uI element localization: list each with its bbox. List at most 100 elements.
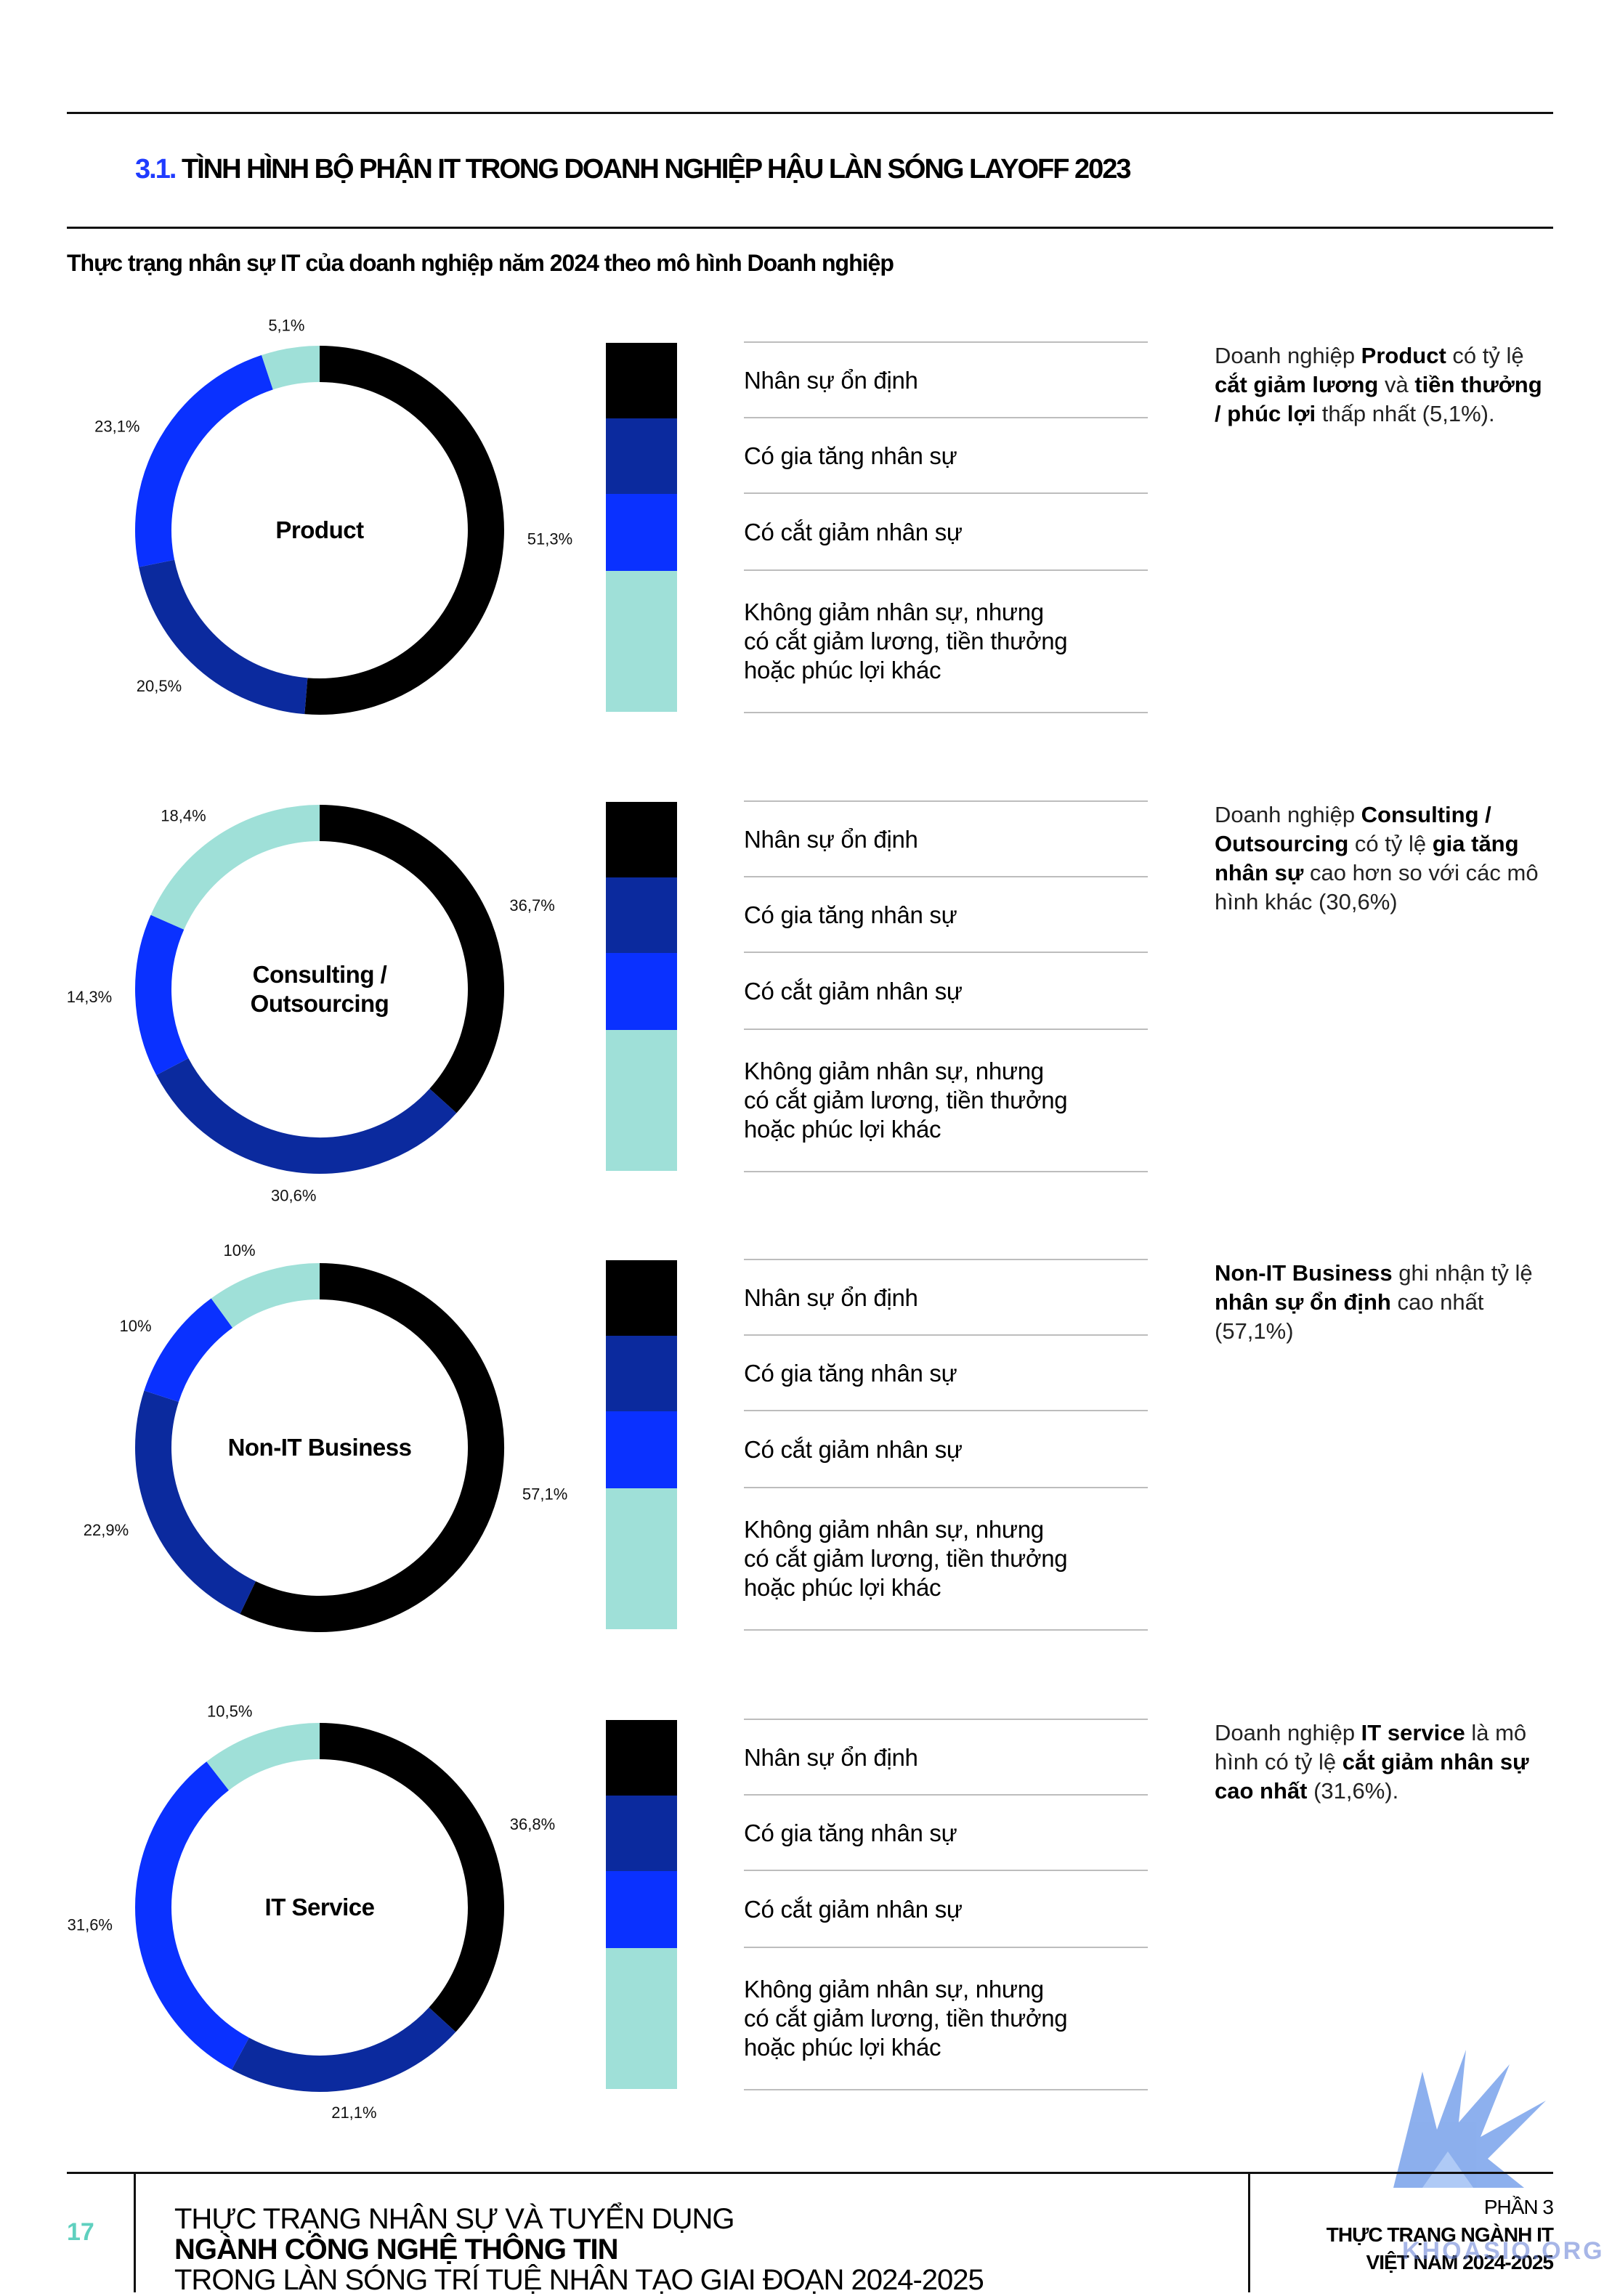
- legend-swatch: [606, 1488, 677, 1629]
- legend-divider: [744, 1410, 1148, 1411]
- chart-annotation: Non-IT Business ghi nhận tỷ lệ nhân sự ổ…: [1215, 1259, 1549, 1346]
- donut-segment: [240, 1263, 504, 1632]
- legend-label-line: Không giảm nhân sự, nhưng: [744, 1058, 1044, 1084]
- donut-segment: [232, 2007, 456, 2092]
- annotation-text: cao hơn so với các mô hình khác (30,6%): [1215, 860, 1539, 914]
- legend-label: Có cắt giảm nhân sự: [744, 1435, 1180, 1464]
- annotation-text: Doanh nghiệp: [1215, 802, 1361, 827]
- annotation-bold-text: cắt giảm lương: [1215, 372, 1379, 397]
- legend-label: Có gia tăng nhân sự: [744, 442, 1180, 471]
- footer-part-title-1: THỰC TRẠNG NGÀNH IT: [1326, 2223, 1554, 2246]
- donut-segment: [135, 914, 189, 1076]
- legend-divider: [744, 1629, 1148, 1631]
- legend-divider: [744, 1947, 1148, 1948]
- chart-subtitle: Thực trạng nhân sự IT của doanh nghiệp n…: [67, 250, 894, 276]
- legend-divider: [744, 1719, 1148, 1720]
- donut-data-label: 5,1%: [268, 317, 304, 335]
- annotation-text: có tỷ lệ: [1446, 343, 1524, 368]
- donut-data-label: 10%: [120, 1317, 152, 1335]
- legend-swatch: [606, 494, 677, 571]
- annotation-bold-text: tiền thưởng / phúc lợi: [1215, 372, 1542, 426]
- footer-line2: TRONG LÀN SÓNG TRÍ TUỆ NHÂN TẠO GIAI ĐOẠ…: [174, 2264, 984, 2296]
- legend-label: Có cắt giảm nhân sự: [744, 518, 1180, 547]
- annotation-text: là mô hình có tỷ lệ: [1215, 1720, 1527, 1774]
- legend-label-line: hoặc phúc lợi khác: [744, 657, 941, 683]
- legend-divider: [744, 800, 1148, 802]
- legend-label-line: Có cắt giảm nhân sự: [744, 519, 963, 545]
- donut-segment: [150, 805, 320, 930]
- legend-label: Có gia tăng nhân sự: [744, 1359, 1180, 1388]
- donut-data-label: 10,5%: [207, 1702, 252, 1720]
- donut-data-label: 30,6%: [271, 1187, 316, 1205]
- donut-segment: [139, 559, 308, 715]
- legend-label-line: Nhân sự ổn định: [744, 826, 918, 853]
- legend-swatch: [606, 802, 677, 877]
- legend-label: Nhân sự ổn định: [744, 1283, 1180, 1313]
- legend-divider: [744, 569, 1148, 571]
- legend-divider: [744, 1794, 1148, 1796]
- legend-label: Không giảm nhân sự, nhưng có cắt giảm lươ…: [744, 598, 1180, 685]
- legend-swatch: [606, 343, 677, 418]
- legend-label-line: Có cắt giảm nhân sự: [744, 1896, 963, 1923]
- legend-divider: [744, 1029, 1148, 1030]
- legend-divider: [744, 876, 1148, 877]
- annotation-bold-text: cắt giảm nhân sự cao nhất: [1215, 1749, 1529, 1804]
- annotation-text: có tỷ lệ: [1348, 831, 1433, 856]
- donut-chart: 36,8% 21,1% 31,6% 10,5%: [68, 1702, 556, 2122]
- section-rule: [67, 227, 1553, 229]
- donut-data-label: 22,9%: [84, 1521, 129, 1539]
- legend-label: Không giảm nhân sự, nhưng có cắt giảm lươ…: [744, 1515, 1180, 1602]
- chart-row: 36,7% 30,6% 14,3% 18,4% Consulting / Outsourc…: [0, 779, 1620, 1229]
- donut-data-label: 20,5%: [137, 677, 182, 695]
- annotation-text: thấp nhất (5,1%).: [1316, 401, 1495, 426]
- footer-line1-regular: THỰC TRẠNG NHÂN SỰ VÀ TUYỂN DỤNG: [174, 2203, 734, 2235]
- donut-center-label-line: Outsourcing: [250, 990, 389, 1017]
- legend-label: Có gia tăng nhân sự: [744, 1819, 1180, 1848]
- footer-divider-left: [134, 2173, 136, 2292]
- donut-center-label-line: IT Service: [264, 1894, 375, 1920]
- legend-divider: [744, 2089, 1148, 2090]
- legend-swatch: [606, 1336, 677, 1411]
- donut-data-label: 57,1%: [522, 1485, 567, 1503]
- donut-data-label: 21,1%: [331, 2104, 376, 2122]
- donut-segment: [319, 805, 504, 1113]
- section-title-text: TÌNH HÌNH BỘ PHẬN IT TRONG DOANH NGHIỆP …: [181, 154, 1132, 184]
- donut-data-label: 51,3%: [527, 530, 572, 548]
- legend-label: Không giảm nhân sự, nhưng có cắt giảm lươ…: [744, 1057, 1180, 1144]
- legend-swatch: [606, 418, 677, 494]
- legend-label-line: Không giảm nhân sự, nhưng: [744, 1976, 1044, 2003]
- footer-divider-right: [1248, 2173, 1250, 2292]
- footer-rule: [67, 2172, 1553, 2174]
- legend-swatch: [606, 1720, 677, 1796]
- legend-divider: [744, 417, 1148, 418]
- legend-divider: [744, 1334, 1148, 1336]
- donut-segment: [211, 1263, 320, 1328]
- donut-chart: 51,3% 20,5% 23,1% 5,1%: [94, 317, 572, 715]
- legend-label-line: Có gia tăng nhân sự: [744, 901, 957, 928]
- legend-divider: [744, 1171, 1148, 1172]
- legend-label: Nhân sự ổn định: [744, 825, 1180, 854]
- donut-segment: [304, 346, 504, 715]
- legend-label: Có gia tăng nhân sự: [744, 901, 1180, 930]
- legend-swatch: [606, 1948, 677, 2089]
- donut-chart: 57,1% 22,9% 10% 10%: [84, 1241, 567, 1632]
- footer-line1-bold: NGÀNH CÔNG NGHỆ THÔNG TIN: [174, 2234, 619, 2265]
- legend-label-line: Nhân sự ổn định: [744, 1284, 918, 1311]
- chart-annotation: Doanh nghiệp IT service là mô hình có tỷ…: [1215, 1719, 1549, 1806]
- footer-part-label: PHẦN 3: [1483, 2196, 1554, 2218]
- donut-data-label: 36,7%: [509, 896, 554, 914]
- donut-center-label-line: Product: [275, 516, 364, 543]
- legend-label-line: Có cắt giảm nhân sự: [744, 1436, 963, 1463]
- legend-label-line: Không giảm nhân sự, nhưng: [744, 1516, 1044, 1543]
- annotation-bold-text: gia tăng nhân sự: [1215, 831, 1519, 885]
- legend-label-line: hoặc phúc lợi khác: [744, 2034, 941, 2061]
- legend-label-line: Không giảm nhân sự, nhưng: [744, 599, 1044, 625]
- donut-data-label: 23,1%: [94, 418, 139, 436]
- annotation-text: Doanh nghiệp: [1215, 343, 1361, 368]
- annotation-bold-text: IT service: [1361, 1720, 1465, 1745]
- watermark: KHOASIO.ORG: [1402, 2237, 1605, 2265]
- donut-data-label: 31,6%: [68, 1915, 113, 1934]
- legend-label-line: Có gia tăng nhân sự: [744, 1820, 957, 1846]
- donut-segment: [144, 1298, 233, 1403]
- legend-swatch: [606, 877, 677, 953]
